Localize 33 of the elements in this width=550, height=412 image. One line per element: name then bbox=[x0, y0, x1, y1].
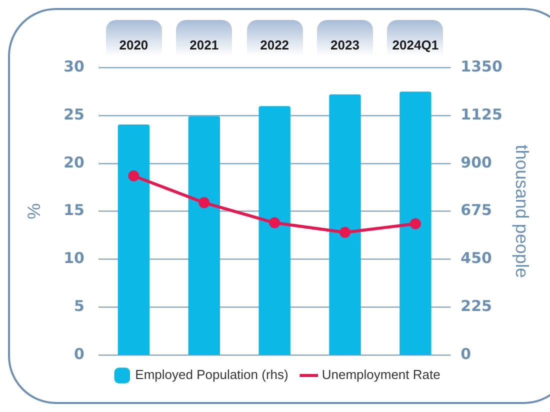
y-axis-title: % bbox=[24, 203, 44, 220]
y-tick-label: 5 bbox=[74, 296, 84, 315]
legend-label: Employed Population (rhs) bbox=[135, 367, 288, 382]
y2-tick-label: 1125 bbox=[460, 105, 502, 124]
bar bbox=[400, 92, 432, 355]
y2-tick-label: 1350 bbox=[460, 57, 502, 76]
y2-tick-label: 900 bbox=[460, 153, 492, 172]
y-tick-label: 30 bbox=[64, 57, 84, 76]
point bbox=[128, 170, 140, 182]
y-tick-label: 0 bbox=[74, 344, 84, 363]
point bbox=[340, 226, 350, 238]
x-tick-label: 2021 bbox=[190, 37, 219, 52]
y-tick-label: 20 bbox=[64, 153, 84, 172]
point bbox=[410, 218, 421, 230]
bar bbox=[329, 94, 361, 355]
x-tick-label: 2023 bbox=[330, 37, 360, 52]
y2-tick-label: 675 bbox=[460, 201, 492, 220]
y-tick-label: 25 bbox=[64, 105, 84, 124]
y-tick-label: 15 bbox=[64, 201, 84, 220]
y2-tick-label: 450 bbox=[460, 249, 492, 268]
point bbox=[269, 217, 280, 228]
y2-tick-label: 0 bbox=[460, 344, 472, 363]
y2-tick-label: 225 bbox=[460, 296, 492, 315]
x-tick-label: 2024Q1 bbox=[392, 37, 439, 52]
bar bbox=[118, 124, 150, 355]
y-tick-label: 10 bbox=[64, 249, 84, 268]
x-tick-label: 2020 bbox=[119, 37, 148, 52]
x-tick-label: 2022 bbox=[260, 37, 290, 52]
y2-axis-title: thousand people bbox=[512, 144, 532, 278]
point bbox=[198, 197, 210, 208]
bar bbox=[258, 106, 290, 355]
legend-label: Unemployment Rate bbox=[322, 367, 440, 382]
bar bbox=[188, 116, 220, 355]
